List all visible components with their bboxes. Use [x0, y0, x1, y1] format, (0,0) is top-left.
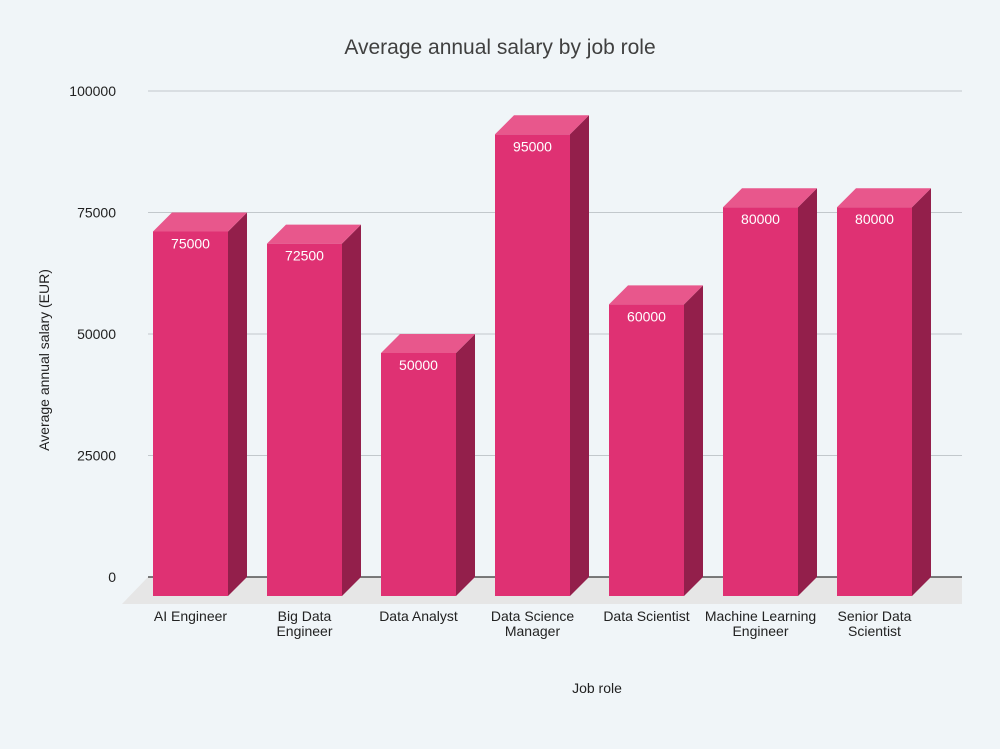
bar-top — [495, 115, 589, 135]
y-tick-label: 75000 — [77, 205, 116, 221]
x-tick-label: Data Scientist — [603, 608, 689, 624]
bar-front — [381, 353, 456, 596]
bar-side — [798, 188, 817, 596]
y-axis-title: Average annual salary (EUR) — [36, 269, 52, 451]
bar-value-label: 60000 — [627, 308, 666, 324]
x-tick-label: Data Science Manager — [491, 608, 574, 639]
bar-side — [684, 285, 703, 596]
x-tick-label: Big Data Engineer — [276, 608, 332, 639]
bar — [495, 115, 589, 597]
bar-top — [837, 188, 931, 208]
bar-front — [267, 243, 342, 596]
y-tick-label: 0 — [108, 569, 116, 585]
bar-front — [723, 207, 798, 596]
chart-title: Average annual salary by job role — [344, 36, 655, 59]
x-tick-label: Machine Learning Engineer — [705, 608, 816, 639]
bar-front — [837, 207, 912, 596]
bar-value-label: 80000 — [741, 211, 780, 227]
x-tick-label: Senior Data Scientist — [838, 608, 912, 639]
bar-top — [153, 212, 247, 232]
bar — [153, 212, 247, 596]
bar-value-label: 95000 — [513, 138, 552, 154]
bar-side — [456, 334, 475, 596]
bar-side — [228, 212, 247, 596]
bar-top — [267, 224, 361, 244]
y-tick-label: 50000 — [77, 326, 116, 342]
bar-value-label: 80000 — [855, 211, 894, 227]
bar — [837, 188, 931, 596]
x-tick-label: AI Engineer — [154, 608, 227, 624]
x-tick-label: Data Analyst — [379, 608, 458, 624]
bar-top — [609, 285, 703, 305]
bar-value-label: 50000 — [399, 357, 438, 373]
bar — [609, 285, 703, 596]
y-tick-label: 100000 — [69, 83, 116, 99]
y-tick-label: 25000 — [77, 448, 116, 464]
bar-front — [609, 304, 684, 596]
bar-front — [153, 231, 228, 596]
bar-top — [723, 188, 817, 208]
bar-value-label: 72500 — [285, 248, 324, 264]
bar-side — [570, 115, 589, 597]
bar — [723, 188, 817, 596]
bar-front — [495, 134, 570, 597]
bar-side — [912, 188, 931, 596]
bar-side — [342, 224, 361, 596]
bar-top — [381, 334, 475, 353]
bar-value-label: 75000 — [171, 236, 210, 252]
bar — [267, 224, 361, 596]
bar — [381, 334, 475, 596]
x-axis-title: Job role — [572, 680, 622, 696]
